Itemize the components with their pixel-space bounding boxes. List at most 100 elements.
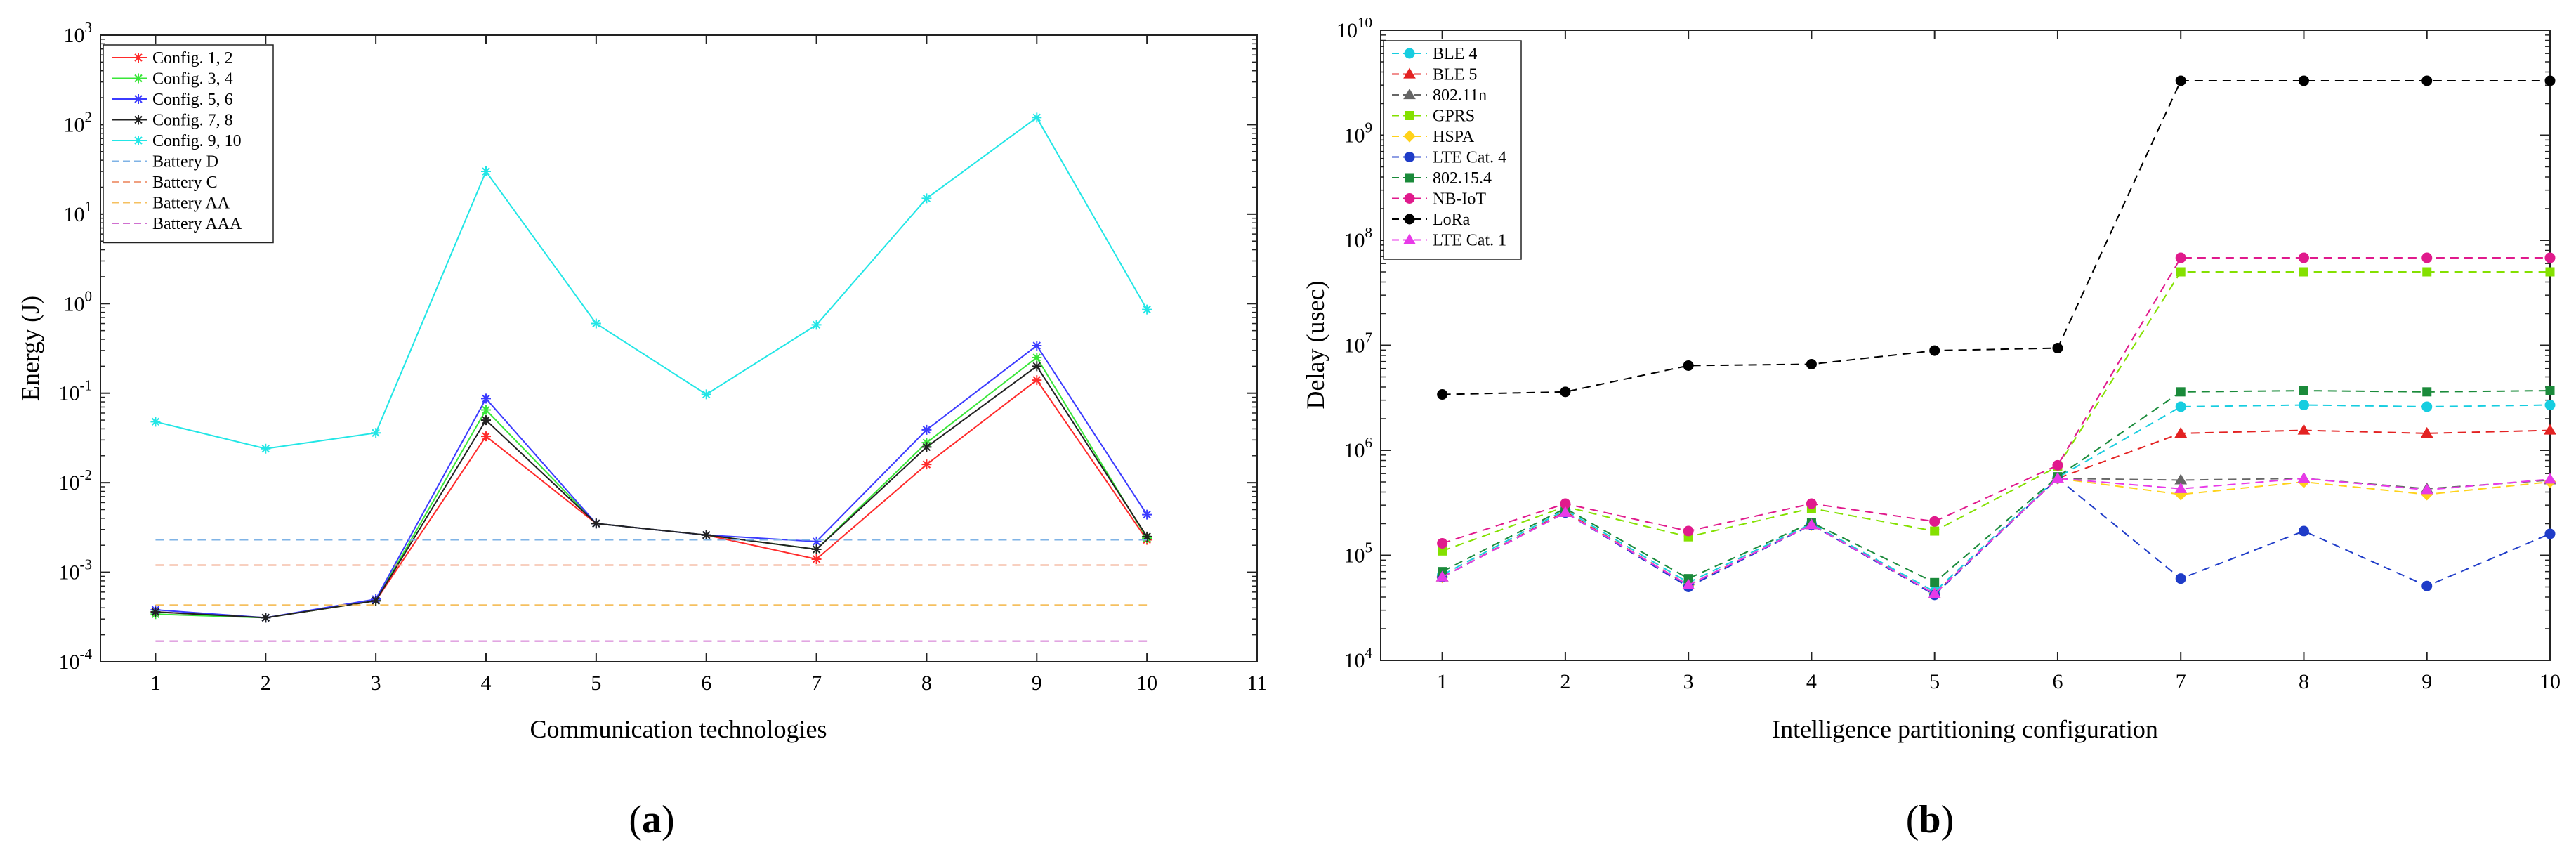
x-tick-label: 4 (1806, 670, 1817, 693)
data-point (591, 518, 601, 529)
data-point (2299, 386, 2308, 395)
x-tick-label: 2 (1560, 670, 1570, 693)
data-point (2176, 267, 2186, 277)
legend-entry: Config. 5, 6 (112, 91, 233, 109)
data-point (2298, 400, 2309, 411)
y-tick-label: 1010 (1336, 14, 1372, 42)
data-point (811, 320, 822, 330)
data-point (2298, 75, 2309, 86)
legend-label: BLE 4 (1433, 45, 1477, 63)
data-point (481, 393, 491, 404)
delay-chart: 1 2 3 4 5 6 7 8 9 10 104 105 106 107 108 109 1010 BLE 4… (1301, 14, 2561, 842)
data-point (1929, 345, 1940, 356)
data-point (921, 459, 932, 470)
legend-label: BLE 5 (1433, 66, 1477, 84)
series-line (155, 116, 1148, 450)
data-point (921, 442, 932, 452)
legend-entry: Battery AAA (112, 215, 242, 233)
x-tick-label: 7 (2176, 670, 2186, 693)
data-point (1142, 531, 1152, 542)
legend-entry: LTE Cat. 4 (1392, 149, 1506, 167)
legend-marker (133, 53, 143, 63)
data-point (2422, 267, 2432, 277)
y-tick-label: 10-3 (59, 556, 93, 584)
x-tick-label: 1 (150, 672, 161, 695)
y-tick-label: 107 (1344, 329, 1373, 358)
data-point (261, 443, 271, 454)
data-point (1682, 578, 1695, 590)
data-point (481, 415, 491, 426)
data-point (2544, 252, 2556, 263)
data-point (811, 554, 822, 564)
data-point (2544, 424, 2556, 435)
data-point (921, 424, 932, 435)
legend-entry: HSPA (1392, 128, 1475, 146)
x-tick-label: 8 (2299, 670, 2309, 693)
data-point (2174, 426, 2188, 438)
legend-entry: Battery D (112, 153, 218, 171)
panel-label-b-letter: b (1919, 798, 1940, 842)
series-nb-iot (1437, 252, 2556, 549)
data-point (1805, 518, 1818, 530)
data-point (2174, 482, 2188, 493)
legend-label: Config. 7, 8 (152, 112, 233, 130)
x-tick-label: 5 (1929, 670, 1940, 693)
data-point (701, 530, 711, 540)
legend-entry: BLE 4 (1392, 45, 1477, 63)
data-point (2175, 573, 2186, 584)
data-point (2299, 267, 2308, 277)
delay-y-ticks: 104 105 106 107 108 109 1010 (1336, 14, 2550, 672)
data-point (481, 431, 491, 442)
legend-marker (1404, 152, 1415, 162)
data-point (261, 613, 271, 623)
data-point (591, 318, 601, 329)
legend-entry: 802.15.4 (1392, 169, 1492, 188)
data-point (1929, 516, 1940, 527)
data-point (811, 544, 822, 555)
x-tick-label: 1 (1437, 670, 1447, 693)
data-point (1032, 375, 1042, 386)
data-point (2421, 580, 2433, 591)
data-point (2420, 483, 2433, 495)
data-point (371, 428, 381, 438)
energy-chart: 1 2 3 4 5 6 7 8 9 10 11 10-410-310-210-11001011021… (16, 19, 1267, 842)
data-point (481, 405, 491, 415)
legend-marker (1403, 233, 1416, 244)
data-point (811, 536, 822, 547)
y-tick-label: 103 (64, 19, 93, 47)
legend-marker (1405, 173, 1414, 183)
data-point (1032, 112, 1042, 123)
data-point (2051, 472, 2064, 483)
y-tick-label: 105 (1344, 539, 1373, 568)
data-point (2175, 75, 2186, 86)
legend-label: 802.15.4 (1433, 169, 1492, 188)
legend-label: Battery C (152, 174, 218, 192)
data-point (2421, 75, 2433, 86)
legend-marker (1405, 111, 1414, 120)
data-point (2052, 459, 2063, 471)
legend-entry: LTE Cat. 1 (1392, 232, 1506, 250)
x-tick-label: 4 (481, 672, 492, 695)
data-point (2175, 401, 2186, 412)
legend-entry: GPRS (1392, 107, 1475, 126)
legend-label: NB-IoT (1433, 190, 1486, 209)
data-point (2421, 252, 2433, 263)
y-tick-label: 101 (64, 198, 93, 226)
y-tick-label: 102 (64, 108, 93, 136)
energy-x-ticks: 1 2 3 4 5 6 7 8 9 10 11 (150, 35, 1267, 695)
series-line (1442, 429, 2551, 595)
series-line (1442, 404, 2551, 593)
legend-marker (1403, 67, 1416, 79)
y-tick-label: 10-2 (59, 466, 93, 495)
x-tick-label: 9 (1032, 672, 1042, 695)
data-point (150, 607, 161, 617)
series-config-7-8 (150, 361, 1152, 623)
data-point (2298, 252, 2309, 263)
legend-label: Battery AA (152, 195, 230, 213)
x-tick-label: 7 (811, 672, 822, 695)
energy-x-axis-label: Communication technologies (530, 715, 827, 743)
data-point (1559, 506, 1572, 517)
data-point (1683, 360, 1694, 371)
y-tick-label: 106 (1344, 434, 1373, 462)
data-point (2544, 400, 2556, 411)
